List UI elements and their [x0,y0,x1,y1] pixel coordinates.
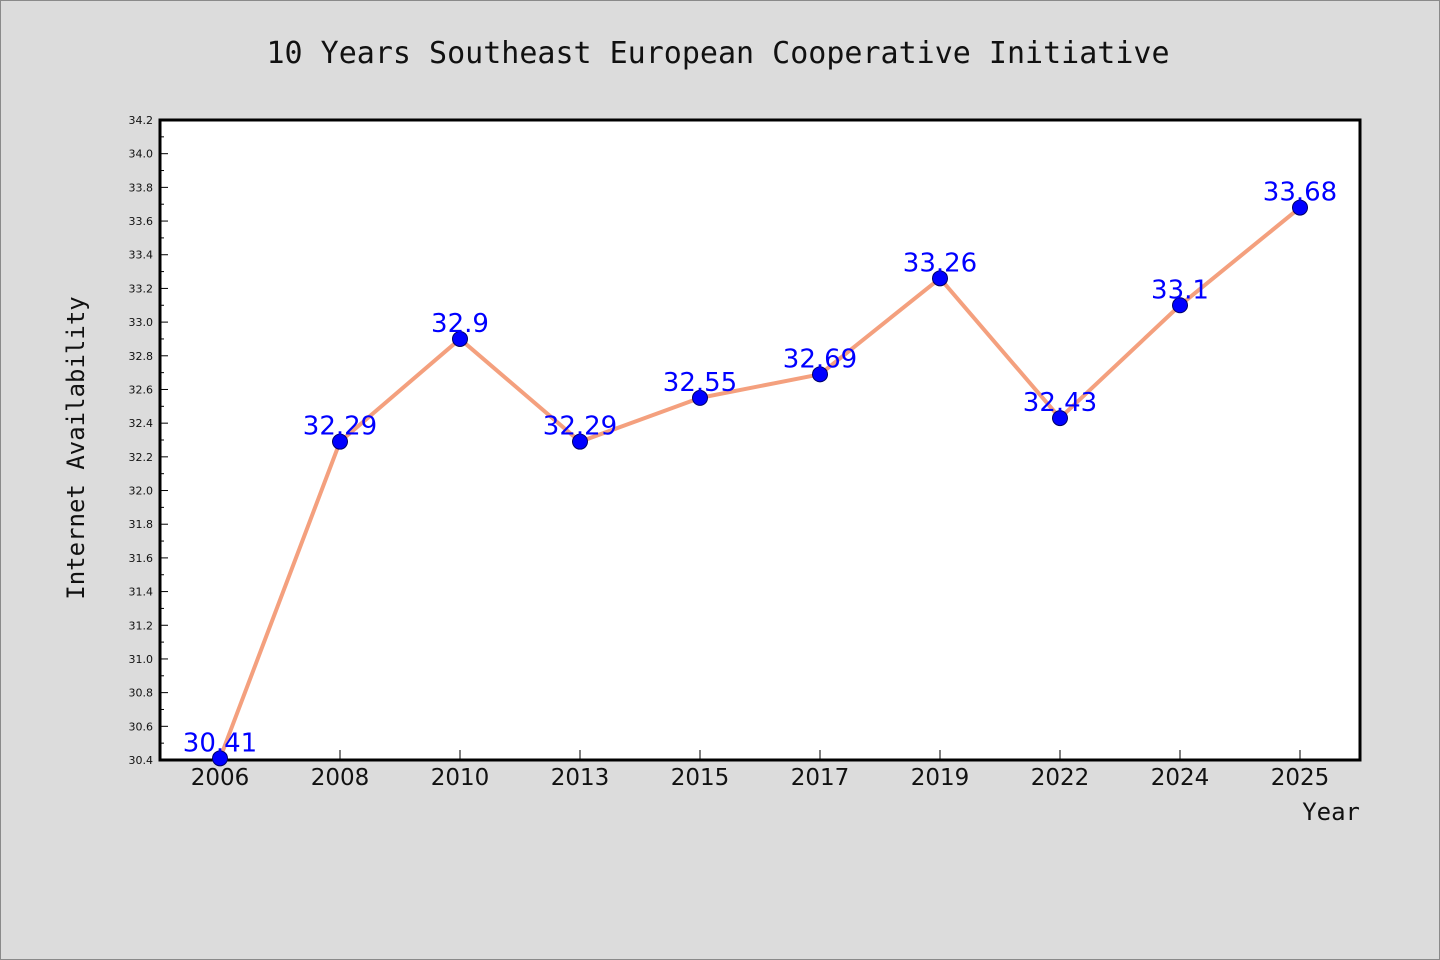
x-axis: 2006 2008 2010 2013 2015 2017 2019 2022 2024 2025 [191,750,1330,791]
x-tick-label: 2006 [191,765,250,791]
chart-title: 10 Years Southeast European Cooperative … [266,36,1169,71]
y-tick-label: 30.6 [129,720,154,733]
data-point-marker [212,750,228,767]
x-tick-label: 2025 [1271,765,1330,791]
y-tick-label: 31.0 [129,653,154,666]
y-tick-label: 34.2 [129,114,154,127]
data-label: 32.55 [663,368,737,398]
series-group [212,199,1308,767]
x-axis-label: Year [1302,798,1360,826]
data-label-group: 30.41 32.29 32.9 32.29 32.55 32.69 33.26 32.43 3… [183,178,1337,759]
data-label: 30.41 [183,728,257,758]
y-tick-label: 30.8 [129,687,154,700]
data-label: 32.9 [431,309,489,339]
y-tick-label: 34.0 [129,148,154,161]
y-tick-label: 31.2 [129,619,154,632]
data-point-marker [332,433,348,450]
x-tick-label: 2019 [911,765,970,791]
data-point-marker [1052,410,1068,427]
data-point-marker [572,433,588,450]
x-tick-label: 2015 [671,765,730,791]
y-axis-label: Internet Availability [62,296,90,599]
data-label: 33.26 [903,248,977,278]
y-tick-label: 33.2 [129,282,154,295]
y-tick-label: 32.6 [129,383,154,396]
y-tick-label: 31.4 [129,586,154,599]
y-tick-label: 31.6 [129,552,154,565]
y-tick-label: 33.8 [129,181,154,194]
data-point-marker [1172,297,1188,314]
data-label: 32.29 [303,412,377,442]
y-axis: 30.4 30.6 30.8 31.0 31.2 31.4 31.6 31.8 32.0 32.2… [129,114,168,767]
x-tick-label: 2017 [791,765,850,791]
y-tick-label: 33.0 [129,316,154,329]
data-point-marker [1292,199,1308,216]
y-tick-label: 32.0 [129,485,154,498]
y-tick-label: 32.2 [129,451,154,464]
y-tick-label: 33.4 [129,249,154,262]
data-label: 32.29 [543,412,617,442]
data-point-marker [452,330,468,347]
data-label: 32.43 [1023,388,1097,418]
x-tick-label: 2024 [1151,765,1210,791]
x-tick-label: 2008 [311,765,370,791]
data-label: 32.69 [783,344,857,374]
y-tick-label: 32.8 [129,350,154,363]
data-point-marker [692,389,708,406]
data-label: 33.68 [1263,178,1337,208]
x-tick-label: 2010 [431,765,490,791]
y-tick-label: 32.4 [129,417,154,430]
y-tick-label: 33.6 [129,215,154,228]
x-tick-label: 2022 [1031,765,1090,791]
data-point-marker [812,366,828,383]
plot-area [158,118,1362,762]
data-point-marker [932,270,948,287]
series-line [218,205,1302,761]
y-tick-label: 31.8 [129,518,154,531]
y-tick-label: 30.4 [129,754,154,767]
data-label: 33.1 [1151,275,1209,305]
x-tick-label: 2013 [551,765,610,791]
